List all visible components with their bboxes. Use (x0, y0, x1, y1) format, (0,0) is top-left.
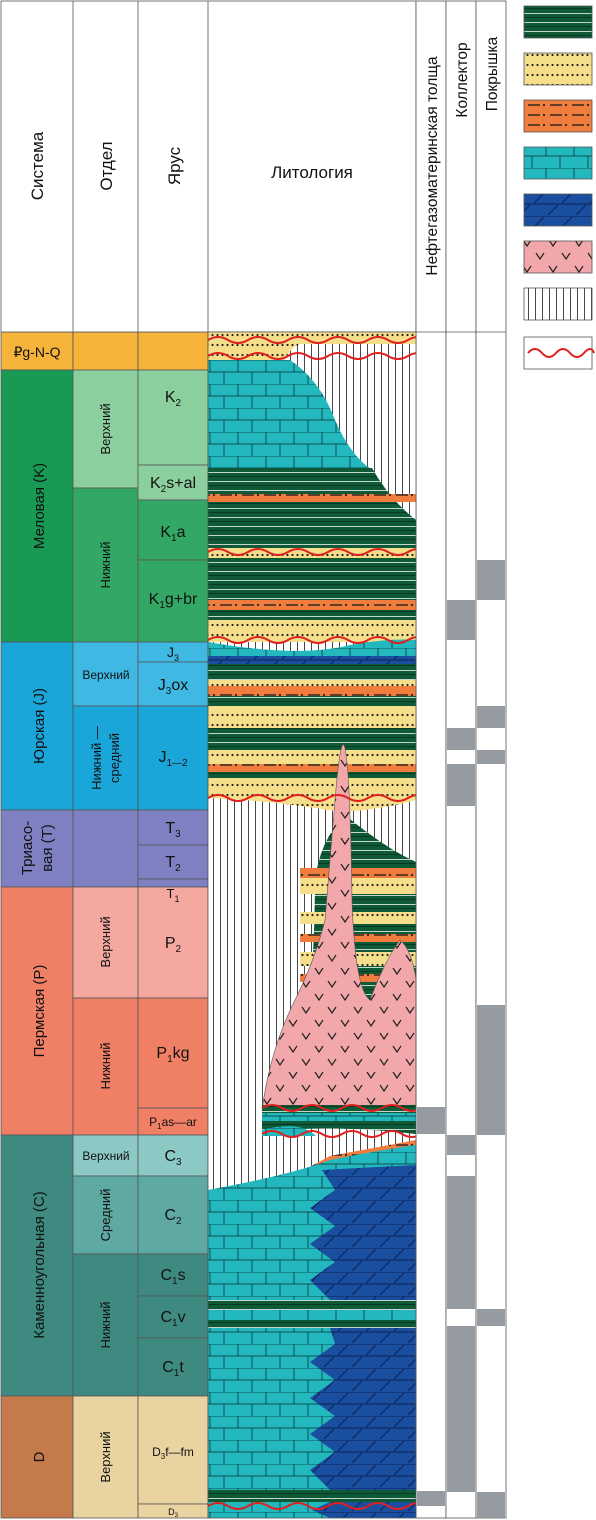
reservoir-intervals (447, 600, 475, 1492)
header-row: Система Отдел Ярус Литология (0, 0, 417, 333)
stage-label-k1a: K1a (160, 524, 185, 544)
series-labels: Верхний Нижний Верхний Нижний — средний … (82, 403, 129, 1482)
stage-label-c1t: C1t (162, 1359, 184, 1379)
header-source-rock: Нефтегазоматеринская толща (424, 56, 441, 276)
stage-label-k2sal: K2s+al (150, 475, 196, 495)
series-label-j-upper: Верхний (82, 668, 129, 682)
system-label-carboniferous: Каменноугольная (C) (31, 1191, 48, 1338)
series-label-k-lower: Нижний (98, 541, 113, 588)
series-label-c-lower: Нижний (98, 1301, 113, 1348)
stage-label-p2: P2 (165, 935, 182, 955)
stage-label-j3ox: J3ox (158, 677, 188, 697)
series-label-c-middle: Средний (98, 1189, 113, 1242)
stage-label-k2: K2 (165, 389, 182, 409)
dolomite-icon (523, 193, 593, 227)
stage-label-t3: T3 (165, 820, 181, 840)
header-reservoir: Коллектор (454, 42, 471, 117)
series-label-j-lower-2: средний (107, 733, 122, 783)
limestone-icon (523, 146, 593, 180)
system-label-jurassic: Юрская (J) (31, 688, 48, 764)
system-label-devonian: D (31, 1451, 48, 1462)
system-label-permian: Пермская (P) (31, 965, 48, 1058)
stage-label-d3: D3 (168, 1507, 179, 1519)
system-label-triassic-2: вая (T) (39, 824, 56, 872)
system-label-paleogene: ₽g-N-Q (13, 344, 60, 360)
source-rock-intervals (417, 1107, 445, 1506)
stage-label-p1kg: P1kg (156, 1045, 189, 1065)
volcanic-icon (523, 240, 593, 274)
stage-label-t2: T2 (165, 854, 181, 874)
hiatus-icon (523, 287, 593, 321)
stage-label-k1gbr: K1g+br (149, 591, 198, 611)
series-label-c-upper: Верхний (82, 1149, 129, 1163)
stage-label-p1asar: P1as—ar (149, 1115, 197, 1131)
stage-label-c1v: C1v (160, 1309, 185, 1329)
stage-column (137, 331, 209, 1519)
header-series: Отдел (97, 141, 116, 190)
stage-labels: K2 K2s+al K1a K1g+br J3 J3ox J1—2 T3 T2 … (149, 389, 198, 1519)
stage-label-t1: T1 (167, 886, 180, 904)
system-label-triassic-1: Триасо- (19, 821, 36, 875)
stage-label-c3: C3 (164, 1148, 182, 1168)
series-label-d-upper: Верхний (98, 1431, 113, 1482)
siltstone-icon (523, 99, 593, 133)
sandstone-icon (523, 52, 593, 86)
system-column (0, 331, 74, 1519)
series-column (72, 331, 139, 1519)
legend (523, 5, 595, 370)
stage-label-j12: J1—2 (158, 749, 188, 769)
series-label-p-upper: Верхний (98, 916, 113, 967)
header-stage: Ярус (165, 146, 184, 185)
header-lithology: Литология (271, 163, 353, 182)
series-label-k-upper: Верхний (98, 403, 113, 454)
unconformity-icon (523, 336, 593, 370)
series-label-j-lower-1: Нижний — (89, 726, 104, 790)
lithology-column (208, 332, 416, 1518)
seal-intervals (477, 560, 505, 1518)
header-system: Система (28, 131, 47, 200)
system-labels: ₽g-N-Q Меловая (K) Юрская (J) Триасо- ва… (13, 344, 60, 1462)
stage-label-c2: C2 (164, 1207, 182, 1227)
header-seal: Покрышка (484, 36, 501, 111)
system-label-cretaceous: Меловая (K) (31, 463, 48, 549)
stage-label-j3: J3 (167, 644, 179, 663)
stage-label-d3ffm: D3f—fm (152, 1445, 194, 1461)
mudstone-icon (523, 5, 593, 39)
stage-label-c1s: C1s (160, 1267, 185, 1287)
series-label-p-lower: Нижний (98, 1042, 113, 1089)
